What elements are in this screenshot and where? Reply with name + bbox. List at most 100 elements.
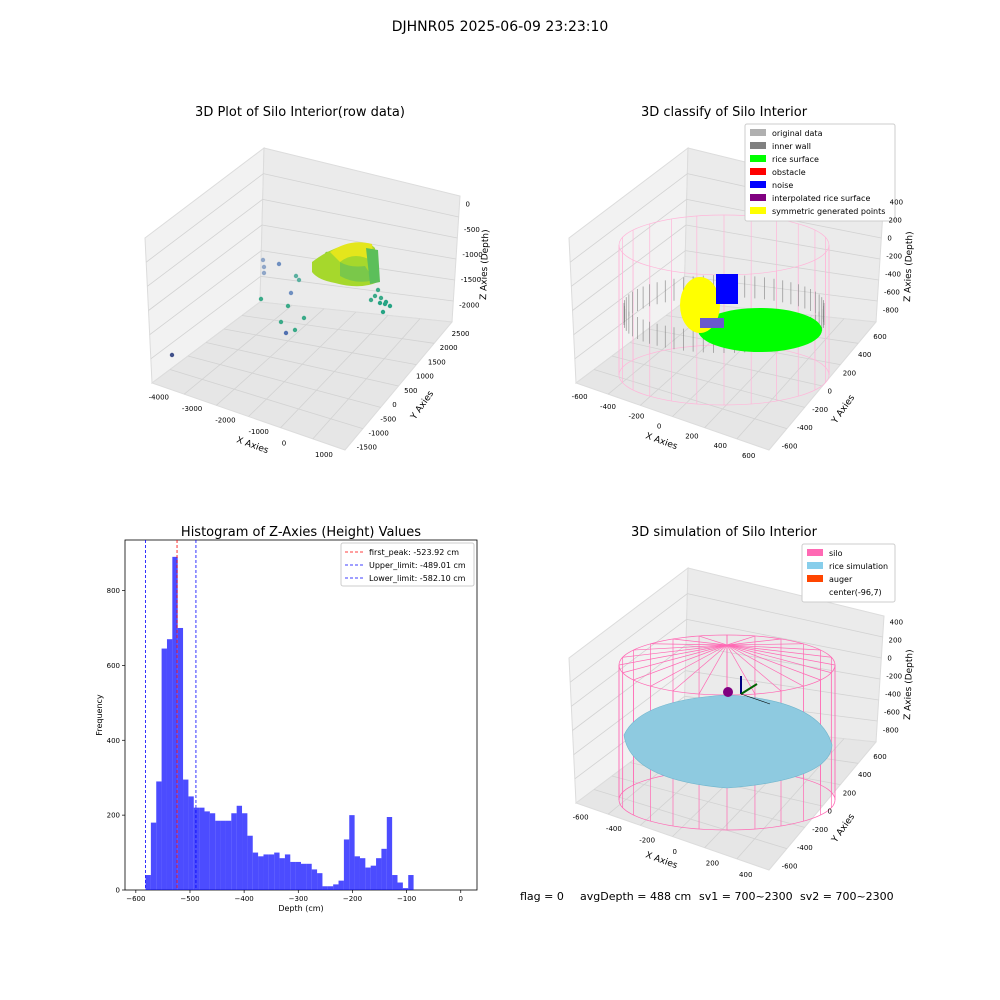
hist-bar [161, 648, 167, 890]
raw-point [372, 293, 378, 299]
panel4-xtick: -400 [606, 825, 622, 833]
hist-bar [343, 839, 350, 890]
hist-xtick: −300 [289, 895, 308, 903]
hist-bar [290, 861, 296, 890]
hist-bar [349, 815, 355, 890]
hist-xtick: −200 [343, 895, 362, 903]
panel4-ztick: 0 [887, 654, 891, 662]
panel1-xtick: -1000 [248, 428, 268, 436]
hist-bar [279, 858, 285, 890]
raw-point [380, 309, 386, 315]
panel2-xtick: 0 [657, 423, 661, 431]
panel2-xtick: -600 [572, 393, 588, 401]
hist-ytick: 600 [107, 662, 120, 670]
panel1-ytick: 1500 [428, 358, 446, 366]
panel1-ytick: -500 [380, 415, 396, 423]
panel1-ytick: 1000 [416, 373, 434, 381]
hist-bar [322, 886, 328, 890]
hist-bar [327, 886, 334, 890]
hist-bar [295, 861, 301, 890]
raw-point [293, 273, 299, 279]
panel-histogram: Histogram of Z-Axies (Height) Values −60… [95, 525, 478, 913]
hist-bar [392, 875, 398, 890]
panel1-title: 3D Plot of Silo Interior(row data) [195, 105, 405, 120]
panel4-zlabel: Z Axies (Depth) [903, 649, 915, 720]
hist-bar [268, 854, 275, 890]
raw-point [169, 352, 175, 358]
panel4-legend-swatch [807, 562, 823, 569]
hist-xtick: −400 [235, 895, 254, 903]
raw-point [278, 319, 284, 325]
panel4-ylabel: Y Axies [830, 812, 858, 845]
suptitle: DJHNR05 2025-06-09 23:23:10 [392, 19, 609, 35]
panel2-legend-label: original data [772, 129, 823, 138]
hist-bar [177, 627, 184, 890]
panel4-xtick: -600 [573, 813, 589, 821]
panel2-legend-label: inner wall [772, 142, 811, 151]
raw-point [377, 300, 383, 306]
raw-point [301, 315, 307, 321]
panel4-rice-simulation [623, 694, 833, 789]
panel2-xtick: -400 [600, 403, 616, 411]
panel2-legend-swatch [750, 155, 766, 162]
panel4-legend-label: center(-96,7) [829, 588, 882, 597]
panel2-ztick: -800 [883, 306, 899, 314]
panel1-ztick: -1500 [461, 276, 481, 284]
panel4-ytick: -400 [797, 844, 813, 852]
hist-bar [402, 888, 409, 890]
hist-ylabel: Frequency [95, 694, 104, 736]
panel1-ytick: 2000 [440, 344, 458, 352]
hist-bar [386, 817, 393, 890]
hist-bar [188, 796, 194, 890]
panel2-zlabel: Z Axies (Depth) [903, 231, 915, 302]
hist-bar [150, 822, 157, 890]
raw-point [261, 264, 267, 270]
hist-bar [338, 880, 344, 890]
hist-bar [354, 856, 360, 890]
panel2-ytick: 200 [843, 369, 856, 377]
panel1-ytick: -1000 [368, 430, 388, 438]
hist-bar [209, 813, 216, 890]
footer-sv2: sv2 = 700~2300 [800, 890, 894, 903]
footer-sv1: sv1 = 700~2300 [699, 890, 793, 903]
hist-ytick: 800 [107, 587, 120, 595]
panel4-title: 3D simulation of Silo Interior [631, 525, 818, 540]
raw-point [387, 303, 393, 309]
panel1-rice-blob [312, 242, 380, 287]
raw-point [258, 296, 264, 302]
raw-point [383, 299, 389, 305]
panel4-ztick: 400 [890, 618, 903, 626]
panel2-noise [700, 274, 738, 328]
hist-bar [166, 639, 173, 890]
hist-bar [242, 813, 248, 890]
raw-point [296, 277, 302, 283]
raw-point [292, 327, 298, 333]
hist-bar [397, 882, 403, 890]
hist-bar [359, 858, 366, 890]
panel4-xtick: 400 [739, 871, 752, 879]
footer-flag: flag = 0 [520, 890, 564, 903]
panel2-legend-label: symmetric generated points [772, 207, 885, 216]
raw-point [288, 290, 294, 296]
panel1-xtick: -3000 [182, 405, 202, 413]
panel4-ytick: -200 [812, 826, 828, 834]
panel2-legend-swatch [750, 142, 766, 149]
panel2-ylabel: Y Axies [830, 393, 858, 426]
panel1-ytick: 500 [404, 387, 417, 395]
panel2-ytick: 400 [858, 351, 871, 359]
panel4-ztick: -400 [885, 690, 901, 698]
panel2-ytick: 600 [873, 333, 886, 341]
panel1-ztick: -1000 [462, 251, 482, 259]
panel2-legend-label: rice surface [772, 155, 819, 164]
hist-ytick: 200 [107, 812, 120, 820]
panel4-ztick: -800 [883, 726, 899, 734]
hist-bar [408, 875, 414, 890]
hist-bar [274, 852, 280, 890]
panel4-ztick: 200 [889, 636, 902, 644]
panel2-legend-swatch [750, 129, 766, 136]
hist-bar [145, 875, 151, 890]
panel2-xlabel: X Axies [644, 431, 679, 452]
panel4-ytick: 200 [843, 789, 856, 797]
panel1-xtick: -4000 [149, 393, 169, 401]
panel2-legend-label: noise [772, 181, 793, 190]
